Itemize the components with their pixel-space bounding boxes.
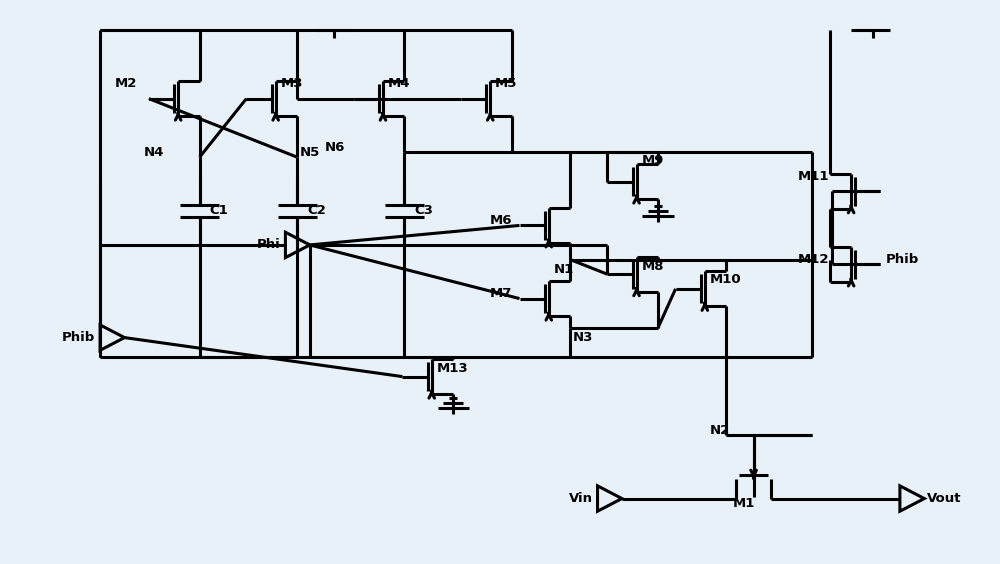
Text: C1: C1 — [209, 204, 228, 217]
Text: N1: N1 — [554, 263, 574, 276]
Text: N2: N2 — [710, 424, 730, 437]
Text: M2: M2 — [115, 77, 137, 90]
Text: Phi: Phi — [257, 239, 281, 252]
Text: M12: M12 — [797, 253, 829, 266]
Text: Phib: Phib — [62, 331, 95, 344]
Text: M3: M3 — [281, 77, 303, 90]
Text: M4: M4 — [388, 77, 410, 90]
Text: N3: N3 — [573, 331, 594, 344]
Text: N6: N6 — [324, 141, 345, 154]
Text: M10: M10 — [710, 272, 741, 285]
Text: M7: M7 — [490, 287, 513, 300]
Text: N5: N5 — [300, 146, 320, 159]
Text: M9: M9 — [641, 153, 664, 166]
Text: M5: M5 — [495, 77, 517, 90]
Text: N4: N4 — [144, 146, 164, 159]
Text: C3: C3 — [414, 204, 433, 217]
Text: Vout: Vout — [927, 492, 962, 505]
Text: M13: M13 — [437, 362, 468, 375]
Text: M1: M1 — [733, 497, 755, 510]
Text: M6: M6 — [490, 214, 513, 227]
Text: C2: C2 — [307, 204, 326, 217]
Text: Phib: Phib — [885, 253, 919, 266]
Text: Vin: Vin — [569, 492, 593, 505]
Text: M8: M8 — [641, 260, 664, 273]
Text: M11: M11 — [797, 170, 829, 183]
